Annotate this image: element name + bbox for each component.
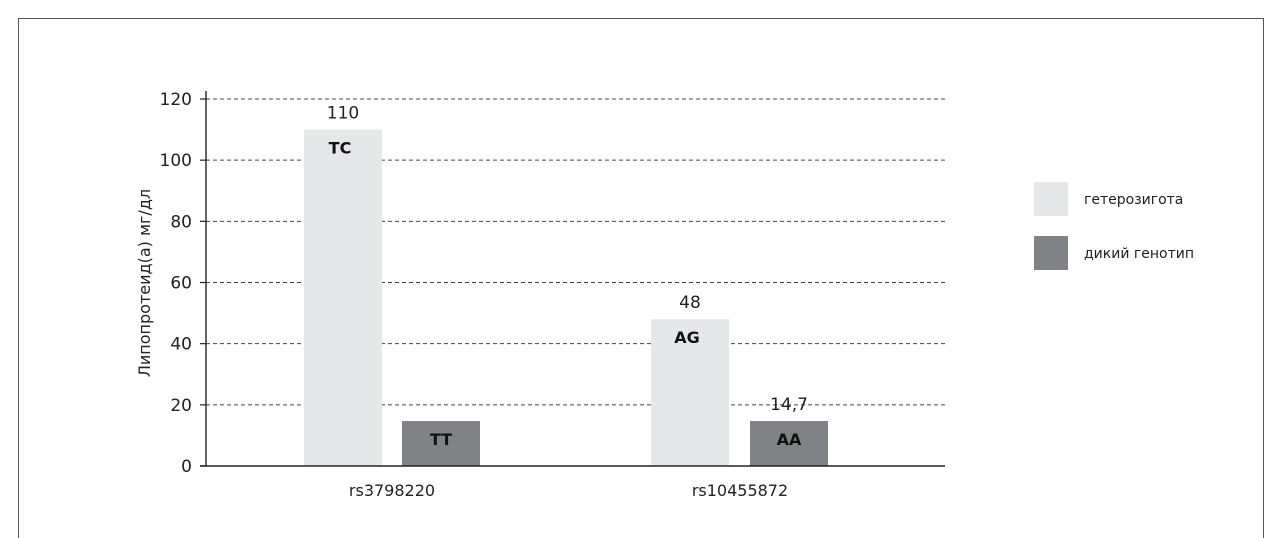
y-tick-label: 0	[181, 457, 192, 477]
bar-rs10455872-AA	[750, 421, 828, 466]
y-axis-label: Липопротеид(а) мг/дл	[135, 189, 154, 377]
bar-labels: 110 TC 48 AG TT 14,7 AA	[327, 104, 808, 449]
y-tick-label: 80	[170, 212, 192, 232]
bar-rs10455872-AG	[651, 319, 729, 466]
y-tick-labels: 0 20 40 60 80 100 120	[160, 90, 192, 477]
genotype-label: AG	[674, 328, 700, 347]
axes	[200, 91, 945, 467]
genotype-label: AA	[777, 430, 802, 449]
legend-label: гетерозигота	[1084, 192, 1183, 208]
y-tick-label: 20	[170, 396, 192, 416]
chart-frame	[18, 18, 1264, 538]
bar-value-label: 48	[679, 293, 701, 313]
bar-value-label: 110	[327, 104, 359, 124]
bars	[304, 129, 828, 467]
genotype-label: TT	[430, 430, 452, 449]
y-tick-label: 60	[170, 274, 192, 294]
y-tick-label: 120	[160, 90, 192, 110]
legend-swatch	[1034, 182, 1068, 216]
legend: гетерозигота дикий генотип	[1034, 182, 1194, 270]
legend-label: дикий генотип	[1084, 246, 1194, 262]
bar-value-label: 14,7	[770, 395, 808, 415]
chart-svg: 0 20 40 60 80 100 120 rs3798220 rs10455872 110 T…	[135, 90, 1194, 500]
x-category-label: rs3798220	[349, 481, 435, 500]
legend-swatch	[1034, 236, 1068, 270]
bar-rs3798220-TT	[402, 421, 480, 466]
x-category-label: rs10455872	[692, 481, 788, 500]
x-category-labels: rs3798220 rs10455872	[349, 481, 788, 500]
genotype-label: TC	[329, 139, 352, 158]
y-tick-label: 100	[160, 151, 192, 171]
y-tick-label: 40	[170, 335, 192, 355]
bar-rs3798220-TC	[304, 129, 382, 467]
